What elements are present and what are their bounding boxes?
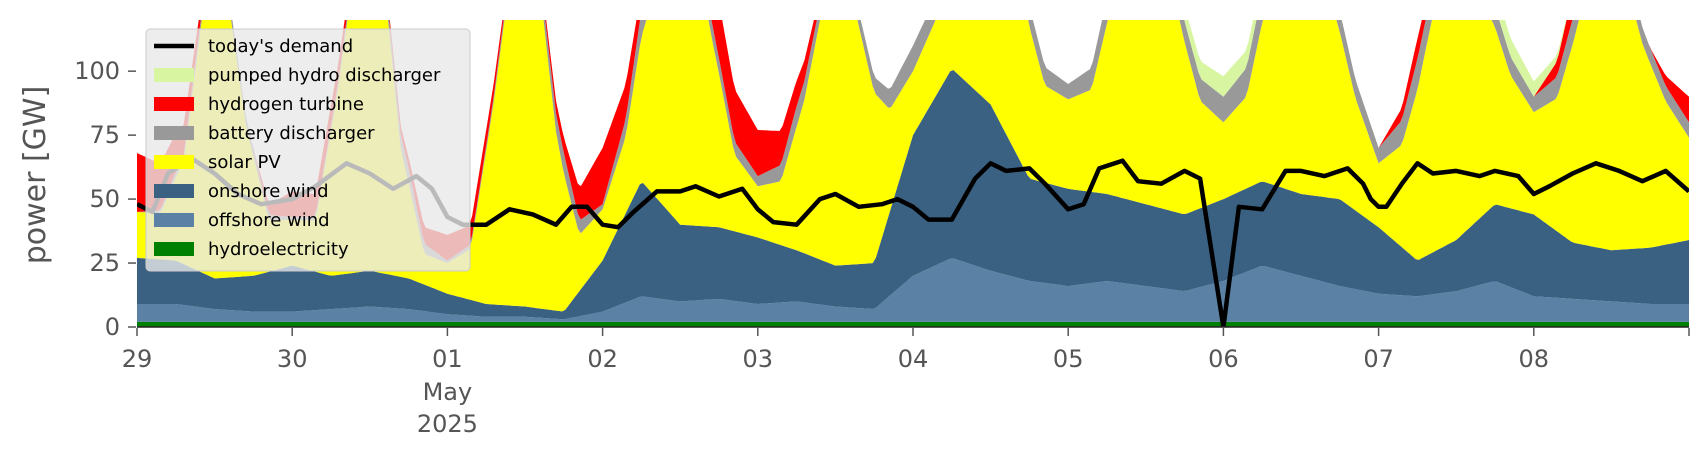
x-tick-label: 30 <box>277 345 308 373</box>
x-tick-label: 08 <box>1519 345 1550 373</box>
y-tick-label: 25 <box>89 249 120 277</box>
legend-label-onwind: onshore wind <box>208 181 329 202</box>
y-axis-ticks: 0 25 50 75 100 <box>74 57 136 341</box>
x-axis-ticks: 29 30 01 May 2025 02 03 04 05 06 07 08 <box>122 328 1690 438</box>
x-tick-label: 06 <box>1208 345 1239 373</box>
legend-label-offwind: offshore wind <box>208 210 330 231</box>
legend-swatch-hydrogen <box>154 97 194 111</box>
legend-swatch-onwind <box>154 184 194 198</box>
legend-swatch-battery <box>154 126 194 140</box>
legend-label-battery: battery discharger <box>208 123 375 144</box>
x-tick-year-label: 2025 <box>417 410 478 438</box>
y-tick-label: 0 <box>105 313 120 341</box>
legend-box <box>145 28 471 272</box>
x-tick-label: 03 <box>743 345 774 373</box>
area-hydro <box>137 321 1689 327</box>
area-battery <box>137 20 1689 263</box>
legend-label-solar: solar PV <box>208 152 281 173</box>
x-tick-label: 01 <box>432 345 463 373</box>
y-tick-label: 75 <box>89 121 120 149</box>
legend-swatch-offwind <box>154 213 194 227</box>
x-tick-label: 07 <box>1363 345 1394 373</box>
x-tick-label: 05 <box>1053 345 1084 373</box>
legend-swatch-solar <box>154 155 194 169</box>
legend-label-hydrogen: hydrogen turbine <box>208 94 364 115</box>
area-offwind <box>137 258 1689 322</box>
x-tick-label: 29 <box>122 345 153 373</box>
legend-label-hydro: hydroelectricity <box>208 239 349 260</box>
legend-swatch-pumped <box>154 68 194 82</box>
y-axis-title: power [GW] <box>18 86 53 265</box>
legend-swatch-hydro <box>154 242 194 256</box>
legend-label-pumped: pumped hydro discharger <box>208 65 441 86</box>
x-tick-label: 04 <box>898 345 929 373</box>
x-tick-month-label: May <box>423 378 473 406</box>
y-tick-label: 100 <box>74 57 120 85</box>
y-tick-label: 50 <box>89 185 120 213</box>
area-onwind <box>137 70 1689 320</box>
stacked-area-layer <box>137 20 1689 327</box>
x-tick-label: 02 <box>587 345 618 373</box>
legend-label-demand: today's demand <box>208 36 353 57</box>
area-solar <box>137 20 1689 312</box>
legend: today's demand pumped hydro discharger hyd… <box>145 28 471 272</box>
